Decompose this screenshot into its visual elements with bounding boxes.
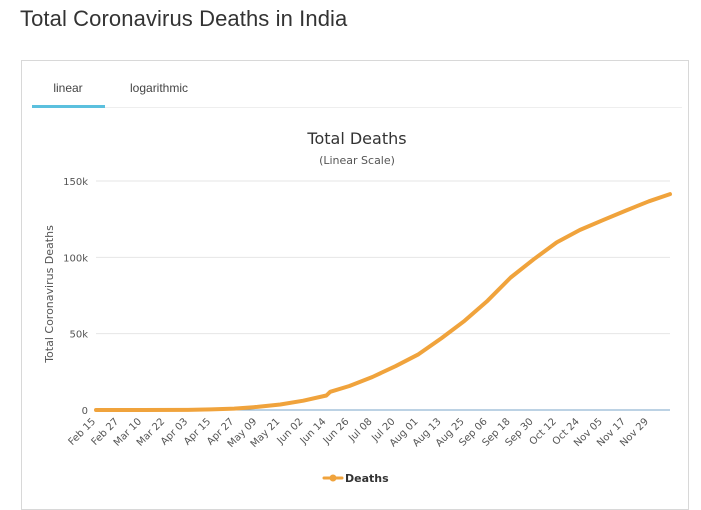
y-tick-label: 150k xyxy=(63,177,88,188)
chart-subtitle: (Linear Scale) xyxy=(319,154,395,167)
y-axis-ticks: 0 50k 100k 150k xyxy=(63,177,88,417)
x-tick-label: Jul 08 xyxy=(346,416,374,444)
x-tick-label: Jun 26 xyxy=(321,416,352,447)
page-title: Total Coronavirus Deaths in India xyxy=(20,6,348,31)
chart-panel: linear logarithmic Total Deaths (Linear … xyxy=(21,60,689,510)
chart-title: Total Deaths xyxy=(306,129,406,148)
series-layer xyxy=(94,192,672,412)
legend-marker-icon xyxy=(329,474,337,482)
x-tick-label: Jun 02 xyxy=(275,416,306,447)
tab-active-indicator xyxy=(32,105,105,108)
legend-label-deaths: Deaths xyxy=(345,472,389,485)
tab-logarithmic[interactable]: logarithmic xyxy=(130,81,188,95)
y-tick-label: 0 xyxy=(82,406,88,417)
tab-linear[interactable]: linear xyxy=(32,81,105,108)
tab-logarithmic-label: logarithmic xyxy=(130,81,189,95)
series-line-deaths xyxy=(94,192,672,412)
grid-lines xyxy=(96,180,670,411)
legend[interactable]: Deaths xyxy=(322,472,389,485)
scale-tabs: linear logarithmic xyxy=(32,61,682,108)
y-axis-title: Total Coronavirus Deaths xyxy=(43,225,56,364)
deaths-line-chart: Total Deaths (Linear Scale) Total Corona… xyxy=(43,129,672,485)
y-tick-label: 50k xyxy=(69,330,88,341)
x-tick-label: Jun 14 xyxy=(298,416,329,447)
y-tick-label: 100k xyxy=(63,253,88,264)
tab-linear-label: linear xyxy=(53,81,83,95)
